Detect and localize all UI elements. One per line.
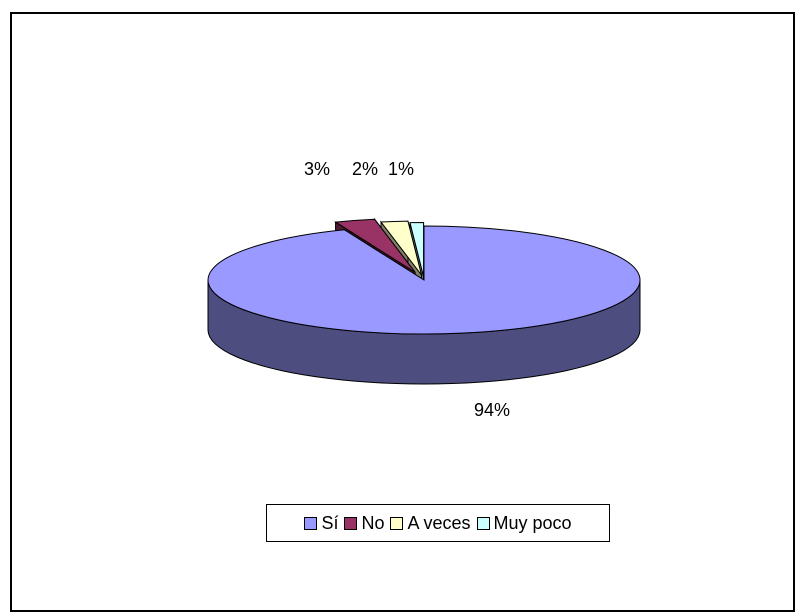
pie-slice-no (334, 218, 416, 273)
legend-swatch-muy-poco (476, 516, 490, 530)
data-label-si: 94% (474, 400, 510, 420)
pie-chart: 94% 3% 2% 1% (207, 159, 641, 420)
legend-swatch-no (344, 516, 358, 530)
chart-legend: Sí No A veces Muy poco (266, 504, 610, 542)
data-label-no: 3% (304, 159, 330, 179)
legend-swatch-si (304, 516, 318, 530)
chart-area: 94% 3% 2% 1% Sí No A veces Muy poco (10, 12, 795, 612)
legend-item-no: No (344, 513, 384, 534)
legend-label-no: No (361, 512, 385, 533)
pie-slice-a-veces (380, 220, 422, 276)
legend-item-a-veces: A veces (390, 512, 471, 534)
data-label-muy-poco: 1% (388, 159, 414, 179)
legend-label-muy-poco: Muy poco (493, 512, 572, 533)
legend-item-si: Sí (304, 513, 338, 534)
pie-slice-muy-poco (409, 222, 425, 277)
data-label-a-veces: 2% (352, 159, 378, 179)
pie-slice-si (207, 225, 641, 335)
legend-swatch-a-veces (390, 516, 404, 530)
legend-label-a-veces: A veces (407, 512, 471, 533)
legend-label-si: Sí (321, 512, 339, 533)
legend-item-muy-poco: Muy poco (476, 512, 572, 534)
